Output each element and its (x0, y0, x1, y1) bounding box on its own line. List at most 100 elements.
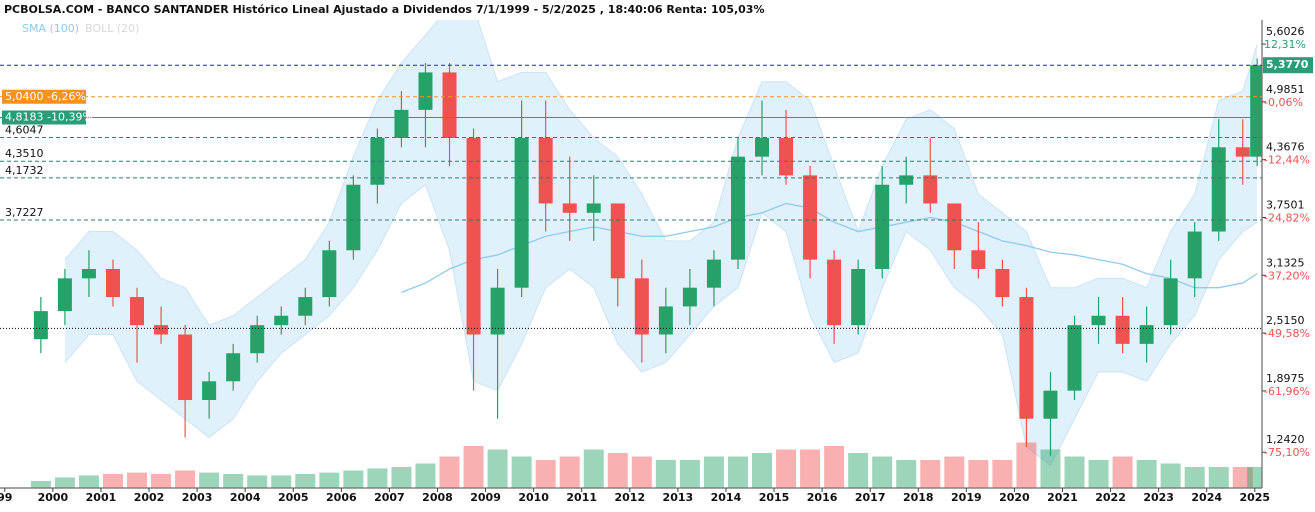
candle-body (1211, 147, 1226, 232)
volume-bar (1040, 449, 1061, 488)
volume-bar (102, 474, 123, 488)
volume-bar (776, 449, 797, 488)
volume-bar (54, 477, 75, 488)
candle-body (947, 203, 962, 251)
candle-body (538, 137, 553, 204)
x-tick-label: 2017 (855, 491, 886, 504)
x-tick-label: 2025 (1239, 491, 1270, 504)
y2-tick-label: 12,31% (1264, 38, 1306, 51)
volume-bar (583, 449, 604, 488)
volume-bar (487, 449, 508, 488)
x-tick-label: 2002 (134, 491, 165, 504)
x-tick-label: 2010 (518, 491, 549, 504)
x-tick-label: 2016 (807, 491, 838, 504)
candle-body (730, 156, 745, 260)
y-tick-label: 2,5150 (1266, 314, 1305, 327)
volume-bar (920, 460, 941, 488)
candle-body (346, 184, 361, 251)
volume-bar (655, 460, 676, 488)
candle-body (779, 137, 794, 176)
candle-body (490, 287, 505, 335)
candle-body (1235, 147, 1250, 157)
volume-bar (175, 470, 196, 488)
candle-body (418, 72, 433, 110)
y-tick-label: 1,2420 (1266, 433, 1305, 446)
level-label: 4,8183 -10,39% (5, 111, 93, 124)
sma-line (401, 202, 1258, 293)
x-tick-label: 2000 (38, 491, 69, 504)
y-tick-label: 1,8975 (1266, 372, 1305, 385)
x-tick-label: 2019 (951, 491, 982, 504)
x-tick-label: 2013 (663, 491, 694, 504)
candle-body (995, 268, 1010, 298)
volume-bar (343, 470, 364, 488)
volume-bar (1064, 456, 1085, 488)
level-label: 4,1732 (5, 164, 44, 177)
candle-body (1139, 325, 1154, 344)
candle-body (971, 250, 986, 269)
candle-body (1019, 297, 1034, 419)
candle-body (298, 297, 313, 316)
candle-body (274, 315, 289, 326)
candle-body (322, 250, 337, 298)
x-tick-label: 2018 (903, 491, 934, 504)
candle-body (706, 259, 721, 288)
volume-bar (679, 460, 700, 488)
x-tick-label: 2009 (470, 491, 501, 504)
volume-bar (439, 456, 460, 488)
y-tick-label: 4,9851 (1266, 83, 1305, 96)
candle-body (178, 334, 193, 401)
candle-body (658, 306, 673, 335)
x-tick-label: 2012 (614, 491, 645, 504)
legend-entry: BOLL (20) (85, 22, 139, 35)
candle-body (370, 137, 385, 185)
volume-bar (968, 460, 989, 488)
volume-bar (1136, 460, 1157, 488)
candle-body (803, 175, 818, 260)
bollinger-fill (64, 20, 1258, 466)
volume-bar (944, 456, 965, 488)
candle-body (81, 268, 96, 279)
volume-bar (1088, 460, 1109, 488)
y-tick-label: 3,7501 (1266, 198, 1305, 211)
candle-body (33, 311, 48, 340)
y2-tick-label: -61,96% (1264, 385, 1310, 398)
volume-bar (415, 463, 436, 488)
level-label-box (2, 89, 86, 104)
volume-bar (703, 456, 724, 488)
y2-tick-label: -49,58% (1264, 327, 1310, 340)
candle-body (130, 297, 145, 326)
candle-body (827, 259, 842, 326)
level-label: 4,6047 (5, 123, 44, 136)
level-label: 3,7227 (5, 206, 44, 219)
x-tick-label: 2006 (326, 491, 357, 504)
volume-bar (1184, 467, 1205, 488)
x-tick-label: 2023 (1143, 491, 1174, 504)
volume-bar (1232, 467, 1253, 488)
x-tick-label: 2004 (230, 491, 261, 504)
volume-bar (78, 475, 99, 488)
x-tick-label: 99 (0, 491, 12, 504)
candle-body (1115, 315, 1130, 344)
x-tick-label: 2008 (422, 491, 453, 504)
y2-tick-label: -12,44% (1264, 154, 1310, 167)
last-label: 5,3770 (1266, 58, 1309, 71)
x-tick-label: 2014 (711, 491, 742, 504)
volume-bar (151, 474, 172, 488)
level-label-box (2, 110, 86, 125)
y2-tick-label: -75,10% (1264, 446, 1310, 459)
candle-body (57, 278, 72, 312)
level-label: 4,3510 (5, 147, 44, 160)
y2-tick-label: -37,20% (1264, 269, 1310, 282)
level-label: 5,0400 -6,26% (5, 90, 86, 103)
volume-bar (535, 460, 556, 488)
legend-entry: SMA (100) (22, 22, 79, 35)
candle-body (466, 137, 481, 335)
bollinger-lower (64, 183, 1258, 467)
volume-bar (199, 472, 220, 488)
candle-body (682, 287, 697, 307)
volume-bar (1247, 467, 1262, 488)
y-tick-label: 4,3676 (1266, 141, 1305, 154)
volume-bar (848, 453, 869, 488)
